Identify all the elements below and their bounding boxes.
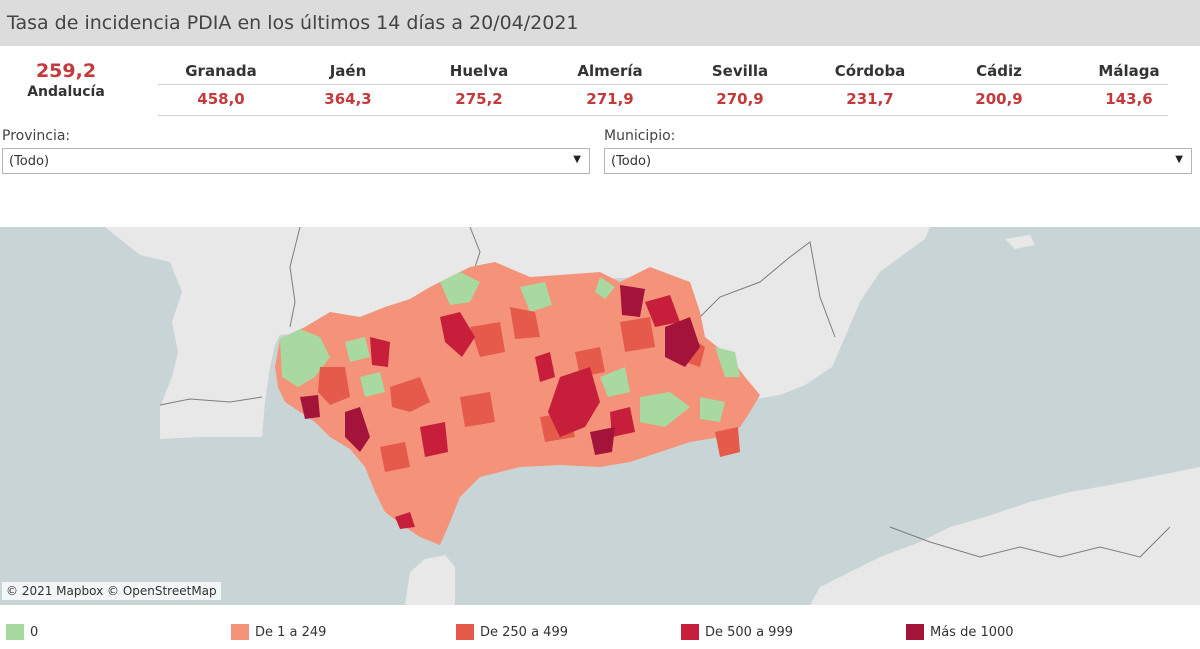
municipality-zero (360, 372, 385, 397)
province-value: 364,3 (324, 90, 372, 108)
legend-swatch (231, 624, 249, 640)
municipality-over-1000 (590, 427, 615, 455)
municipality-over-1000 (345, 407, 370, 452)
municipality-500-999 (395, 512, 415, 529)
municipality-zero (700, 397, 725, 422)
choropleth-map[interactable]: © 2021 Mapbox © OpenStreetMap (0, 227, 1200, 605)
province-name: Granada (185, 62, 257, 80)
municipality-250-499 (620, 317, 655, 352)
province-column-malaga[interactable]: Málaga 143,6 (1066, 58, 1192, 114)
province-value: 271,9 (586, 90, 634, 108)
municipio-filter-label: Municipio: (604, 128, 676, 144)
province-name: Cádiz (976, 62, 1022, 80)
province-column-cadiz[interactable]: Cádiz 200,9 (936, 58, 1062, 114)
andalucia-total-label: Andalucía (27, 84, 105, 100)
municipality-500-999 (548, 367, 600, 437)
municipio-dropdown-value: (Todo) (611, 154, 652, 169)
map-legend: 0 De 1 a 249 De 250 a 499 De 500 a 999 M… (0, 622, 1200, 644)
province-table: Granada 458,0 Jaén 364,3 Huelva 275,2 Al… (158, 58, 1168, 116)
province-table-divider (158, 84, 1168, 85)
legend-swatch (456, 624, 474, 640)
legend-label: 0 (30, 625, 39, 640)
province-column-almeria[interactable]: Almería 271,9 (547, 58, 673, 114)
province-name: Sevilla (711, 62, 769, 80)
municipality-over-1000 (300, 395, 320, 419)
legend-swatch (906, 624, 924, 640)
land-island (1005, 235, 1035, 249)
municipality-500-999 (420, 422, 448, 457)
municipality-250-499 (470, 322, 505, 357)
province-value: 231,7 (846, 90, 894, 108)
municipality-zero (345, 337, 370, 362)
municipality-zero (600, 367, 630, 397)
municipality-250-499 (715, 427, 740, 457)
province-value: 200,9 (975, 90, 1023, 108)
province-name: Almería (577, 62, 643, 80)
province-value: 275,2 (455, 90, 503, 108)
municipio-filter: Municipio: (Todo) ▼ (604, 128, 1192, 174)
legend-swatch (6, 624, 24, 640)
legend-label: De 500 a 999 (705, 625, 793, 640)
province-column-huelva[interactable]: Huelva 275,2 (416, 58, 542, 114)
land-iberia (105, 227, 930, 439)
legend-swatch (681, 624, 699, 640)
province-name: Huelva (449, 62, 509, 80)
border-line (289, 227, 301, 328)
province-column-cordoba[interactable]: Córdoba 231,7 (807, 58, 933, 114)
chevron-down-icon: ▼ (1175, 154, 1183, 165)
municipio-dropdown[interactable]: (Todo) ▼ (604, 148, 1192, 174)
municipality-over-1000 (620, 285, 645, 317)
page-title: Tasa de incidencia PDIA en los últimos 1… (7, 12, 579, 34)
border-line (699, 241, 836, 338)
provincia-dropdown-value: (Todo) (9, 154, 50, 169)
municipality-zero (280, 329, 330, 387)
map-attribution[interactable]: © 2021 Mapbox © OpenStreetMap (2, 582, 221, 600)
province-value: 458,0 (197, 90, 245, 108)
legend-label: De 1 a 249 (255, 625, 327, 640)
province-value: 270,9 (716, 90, 764, 108)
municipality-250-499 (510, 307, 540, 339)
province-column-sevilla[interactable]: Sevilla 270,9 (677, 58, 803, 114)
andalucia-total-value: 259,2 (35, 60, 97, 82)
province-name: Málaga (1098, 62, 1160, 80)
municipality-zero (640, 392, 690, 427)
provincia-dropdown[interactable]: (Todo) ▼ (2, 148, 590, 174)
province-value: 143,6 (1105, 90, 1153, 108)
andalucia-total: 259,2 Andalucía (10, 60, 122, 100)
municipality-zero (440, 272, 480, 305)
province-name: Jaén (329, 62, 367, 80)
chevron-down-icon: ▼ (573, 154, 581, 165)
municipality-500-999 (535, 352, 555, 382)
province-column-granada[interactable]: Granada 458,0 (158, 58, 284, 114)
municipality-500-999 (645, 295, 680, 327)
municipality-zero (595, 277, 615, 299)
legend-label: Más de 1000 (930, 625, 1014, 640)
province-name: Córdoba (834, 62, 906, 80)
provincia-filter-label: Provincia: (2, 128, 71, 144)
municipality-250-499 (380, 442, 410, 472)
municipality-zero (715, 347, 740, 377)
provincia-filter: Provincia: (Todo) ▼ (2, 128, 590, 174)
title-bar: Tasa de incidencia PDIA en los últimos 1… (0, 0, 1200, 46)
municipality-500-999 (610, 407, 635, 437)
municipality-250-499 (460, 392, 495, 427)
map-canvas[interactable] (0, 227, 1200, 605)
land-north-africa (810, 467, 1200, 605)
municipality-over-1000 (665, 317, 700, 367)
border-line (159, 396, 263, 406)
municipality-500-999 (370, 337, 390, 367)
legend-label: De 250 a 499 (480, 625, 568, 640)
land-morocco (405, 555, 455, 605)
province-table-bottom-line (158, 115, 1168, 116)
municipality-250-499 (390, 377, 430, 412)
municipality-500-999 (440, 312, 475, 357)
border-line (889, 526, 1171, 558)
municipality-250-499 (318, 367, 350, 405)
province-column-jaen[interactable]: Jaén 364,3 (285, 58, 411, 114)
municipality-zero (520, 282, 552, 312)
